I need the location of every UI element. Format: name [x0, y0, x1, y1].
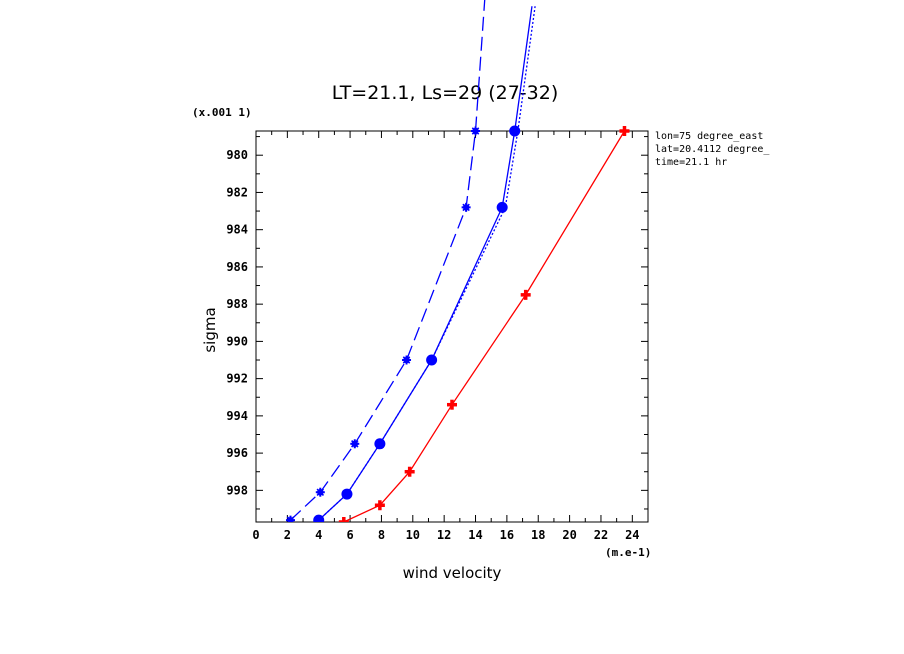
- data-point: [471, 126, 481, 136]
- data-point: [509, 125, 521, 137]
- data-point: [338, 517, 349, 522]
- y-tick-label: 990: [226, 334, 248, 348]
- x-tick-label: 8: [378, 528, 385, 542]
- y-tick-label: 998: [226, 483, 248, 497]
- series-line-3: [318, 6, 536, 521]
- data-point: [374, 438, 386, 450]
- x-tick-label: 2: [284, 528, 291, 542]
- data-point: [496, 201, 508, 213]
- chart-title: LT=21.1, Ls=29 (27-32): [332, 82, 559, 104]
- y-tick-label: 988: [226, 297, 248, 311]
- series-line-4: [290, 0, 486, 521]
- data-point: [313, 514, 325, 522]
- y-tick-label: 996: [226, 446, 248, 460]
- data-point: [350, 439, 360, 449]
- x-axis-ticks: 0 2 4 6 8 10 12 14 16 18 20 22 24: [252, 131, 649, 542]
- x-tick-label: 14: [468, 528, 482, 542]
- y-tick-label: 986: [226, 260, 248, 274]
- x-units-label: (m.e-1): [605, 546, 651, 559]
- data-point: [315, 487, 325, 497]
- info-line-time: time=21.1 hr: [655, 157, 727, 168]
- x-tick-label: 16: [500, 528, 514, 542]
- x-tick-label: 20: [562, 528, 576, 542]
- x-tick-label: 6: [346, 528, 353, 542]
- info-block: lon=75 degree_east lat=20.4112 degree_ t…: [655, 131, 770, 168]
- info-line-lon: lon=75 degree_east: [655, 131, 763, 142]
- y-axis-ticks: 980 982 984 986 988 990 992 994 996 998: [226, 136, 648, 510]
- y-tick-label: 992: [226, 372, 248, 386]
- x-tick-label: 18: [531, 528, 545, 542]
- data-point: [447, 399, 457, 410]
- x-tick-label: 0: [252, 528, 259, 542]
- info-line-lat: lat=20.4112 degree_: [655, 144, 770, 155]
- y-tick-label: 994: [226, 409, 248, 423]
- series-layer: [285, 0, 630, 522]
- data-point: [341, 488, 353, 500]
- x-tick-label: 12: [437, 528, 451, 542]
- data-point: [285, 515, 295, 522]
- y-scale-note: (x.001 1): [192, 106, 252, 119]
- data-point: [619, 126, 630, 136]
- x-tick-label: 22: [594, 528, 608, 542]
- x-tick-label: 10: [406, 528, 420, 542]
- plot-frame: [255, 130, 649, 523]
- y-axis-label: sigma: [201, 307, 219, 352]
- y-tick-label: 984: [226, 223, 248, 237]
- x-tick-label: 24: [625, 528, 639, 542]
- data-point: [404, 466, 415, 477]
- data-point: [520, 289, 531, 300]
- data-point: [402, 355, 412, 365]
- series-line-1: [343, 130, 626, 522]
- y-tick-label: 982: [226, 185, 248, 199]
- x-axis-label: wind velocity: [403, 564, 502, 582]
- data-point: [374, 500, 385, 511]
- data-point: [461, 202, 471, 212]
- y-tick-label: 980: [226, 148, 248, 162]
- x-tick-label: 4: [315, 528, 322, 542]
